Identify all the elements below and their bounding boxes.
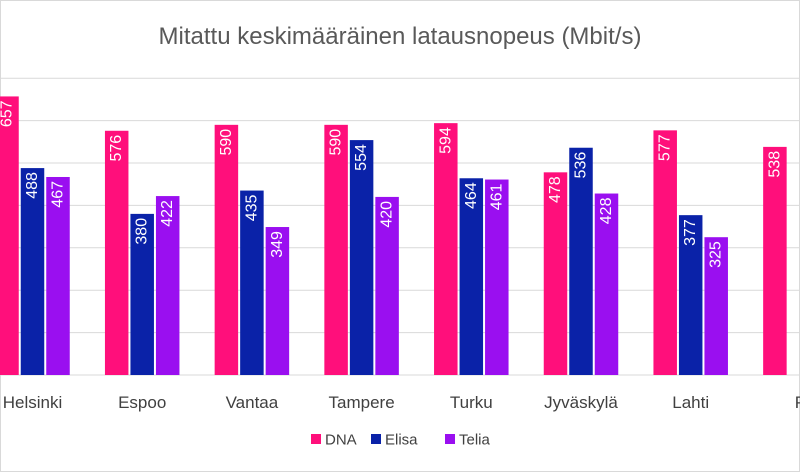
bar-dna-tampere <box>324 124 348 375</box>
legend-label-telia: Telia <box>459 432 491 449</box>
bar-elisa-lahti <box>678 215 703 375</box>
category-label-p: P <box>795 393 800 412</box>
chart-title: Mitattu keskimääräinen latausnopeus (Mbi… <box>159 23 642 50</box>
bar-elisa-helsinki <box>20 168 45 375</box>
category-labels: Helsinki Espoo Vantaa Tampere Turku Jyväskylä… <box>3 393 800 412</box>
data-label-dna-turku: 594 <box>437 127 454 154</box>
category-label-lahti: Lahti <box>672 393 709 412</box>
data-label-elisa-tampere: 554 <box>353 144 370 171</box>
bar-telia-espoo <box>155 196 180 375</box>
data-label-dna-espoo: 576 <box>108 135 125 162</box>
bar-elisa-turku <box>459 178 484 375</box>
data-label-dna-jyvaskyla: 478 <box>547 176 564 203</box>
legend: DNA Elisa Telia <box>311 432 491 449</box>
data-label-telia-espoo: 422 <box>159 200 176 227</box>
data-label-dna-tampere: 590 <box>328 129 345 156</box>
legend-swatch-elisa <box>371 434 381 444</box>
bar-dna-espoo <box>104 130 129 375</box>
bar-elisa-tampere <box>349 140 374 375</box>
category-label-jyvaskyla: Jyväskylä <box>544 393 618 412</box>
legend-item-telia: Telia <box>445 432 491 449</box>
bar-telia-lahti <box>704 237 728 375</box>
category-label-tampere: Tampere <box>329 393 395 412</box>
legend-swatch-telia <box>445 434 455 444</box>
legend-label-elisa: Elisa <box>385 432 418 449</box>
bar-dna-helsinki <box>0 96 19 375</box>
data-label-telia-vantaa: 349 <box>269 231 286 258</box>
bar-dna-turku <box>434 123 458 375</box>
data-label-elisa-helsinki: 488 <box>24 172 41 199</box>
bars <box>0 96 787 375</box>
bar-dna-p <box>763 146 787 375</box>
bar-telia-jyvaskyla <box>594 193 619 375</box>
bar-dna-jyvaskyla <box>543 172 568 375</box>
bar-elisa-jyvaskyla <box>569 147 593 375</box>
bar-elisa-espoo <box>130 213 154 375</box>
data-labels: 657 488 467 576 380 422 590 435 349 590 554 420 594 4… <box>0 100 783 268</box>
bar-telia-helsinki <box>46 176 70 375</box>
category-label-espoo: Espoo <box>118 393 166 412</box>
legend-label-dna: DNA <box>325 432 357 449</box>
data-label-dna-vantaa: 590 <box>218 129 235 156</box>
data-label-telia-turku: 461 <box>488 183 505 210</box>
bar-telia-vantaa <box>265 227 290 375</box>
category-label-turku: Turku <box>450 393 493 412</box>
data-label-dna-p: 538 <box>766 151 783 178</box>
data-label-telia-helsinki: 467 <box>50 181 67 208</box>
legend-item-dna: DNA <box>311 432 357 449</box>
data-label-dna-helsinki: 657 <box>0 100 16 127</box>
data-label-dna-lahti: 577 <box>657 134 674 161</box>
bar-telia-turku <box>485 179 509 375</box>
legend-item-elisa: Elisa <box>371 432 418 449</box>
data-label-telia-jyvaskyla: 428 <box>598 197 615 224</box>
category-label-vantaa: Vantaa <box>226 393 279 412</box>
data-label-elisa-vantaa: 435 <box>243 194 260 221</box>
bar-elisa-vantaa <box>240 190 264 375</box>
data-label-elisa-lahti: 377 <box>682 219 699 246</box>
data-label-elisa-jyvaskyla: 536 <box>573 152 590 179</box>
bar-dna-vantaa <box>214 124 239 375</box>
data-label-telia-tampere: 420 <box>379 201 396 228</box>
data-label-telia-lahti: 325 <box>708 241 725 268</box>
category-label-helsinki: Helsinki <box>3 393 63 412</box>
legend-swatch-dna <box>311 434 321 444</box>
data-label-elisa-espoo: 380 <box>134 218 151 245</box>
bar-telia-tampere <box>375 196 399 375</box>
data-label-elisa-turku: 464 <box>463 182 480 209</box>
bar-dna-lahti <box>653 130 677 375</box>
